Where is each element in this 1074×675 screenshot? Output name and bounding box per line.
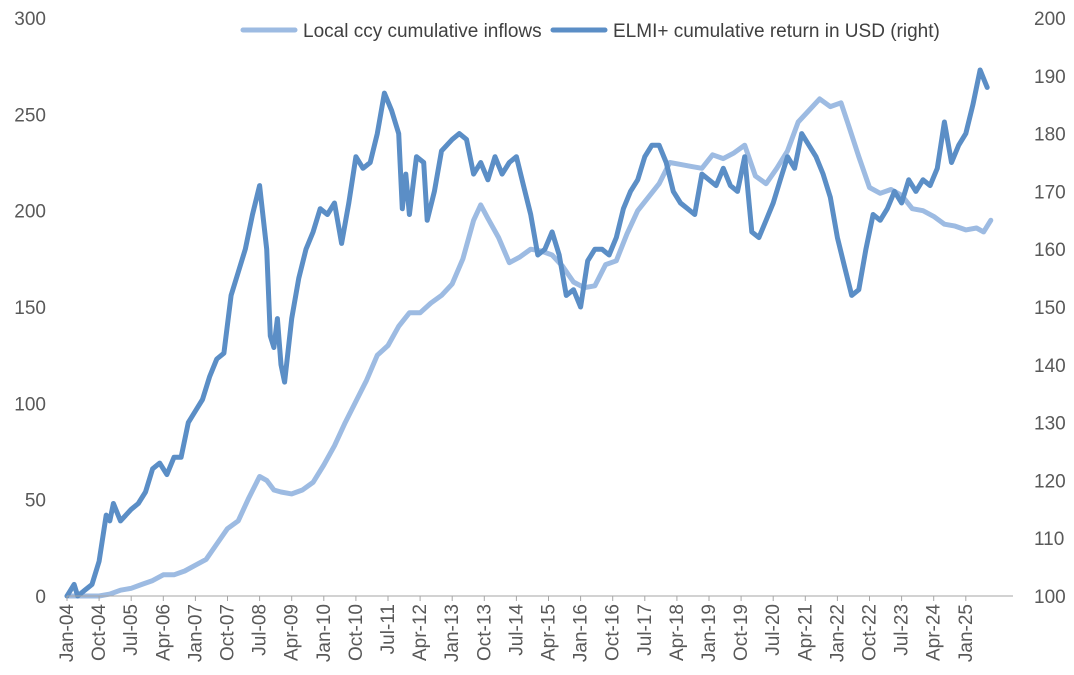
x-tick-label: Oct-22 <box>860 604 881 661</box>
x-tick-label: Jul-20 <box>763 604 784 656</box>
left-y-tick-label: 200 <box>14 202 46 223</box>
right-y-tick-label: 100 <box>1034 587 1066 608</box>
left-y-tick-label: 150 <box>14 298 46 319</box>
x-tick-label: Jan-07 <box>185 604 206 662</box>
x-tick-label: Oct-04 <box>89 604 110 661</box>
x-tick-label: Jan-25 <box>956 604 977 662</box>
x-axis: Jan-04 Oct-04 Jul-05 Apr-06 Jan-07 Oct-07 Jul-… <box>57 595 1013 663</box>
x-tick-label: Jul-08 <box>250 604 271 656</box>
x-tick-label: Oct-13 <box>474 604 495 661</box>
x-tick-label: Jul-11 <box>378 604 399 654</box>
right-y-tick-label: 190 <box>1034 67 1066 88</box>
right-y-tick-label: 150 <box>1034 298 1066 319</box>
right-y-tick-label: 170 <box>1034 182 1066 203</box>
left-y-tick-label: 100 <box>14 394 46 415</box>
x-tick-label: Apr-06 <box>153 604 174 661</box>
left-y-tick-label: 250 <box>14 105 46 126</box>
x-tick-label: Jul-23 <box>892 604 913 656</box>
legend-label: Local ccy cumulative inflows <box>303 21 542 42</box>
x-tick-label: Oct-07 <box>218 604 239 661</box>
x-tick-label: Oct-19 <box>731 604 752 661</box>
x-tick-label: Jan-22 <box>827 604 848 662</box>
x-tick-label: Oct-16 <box>603 604 624 661</box>
legend-label: ELMI+ cumulative return in USD (right) <box>613 21 940 42</box>
x-tick-label: Jan-04 <box>57 604 78 663</box>
right-y-axis: 100 110 120 130 140 150 160 170 180 190 200 <box>1034 9 1066 608</box>
right-y-tick-label: 160 <box>1034 240 1066 261</box>
x-tick-label: Apr-24 <box>924 604 945 661</box>
x-tick-label: Jan-13 <box>442 604 463 662</box>
left-y-axis: 0 50 100 150 200 250 300 <box>14 9 46 608</box>
x-tick-label: Jan-10 <box>314 604 335 662</box>
x-tick-label: Jul-17 <box>635 604 656 656</box>
series-line-local-ccy-inflows <box>64 96 994 599</box>
x-tick-label: Jan-19 <box>699 604 720 662</box>
x-tick-label: Oct-10 <box>346 604 367 661</box>
right-y-tick-label: 110 <box>1034 529 1064 550</box>
right-y-tick-label: 200 <box>1034 9 1066 30</box>
x-tick-label: Apr-18 <box>667 604 688 661</box>
x-tick-label: Jul-05 <box>121 604 142 656</box>
legend: Local ccy cumulative inflows ELMI+ cumula… <box>240 21 940 42</box>
left-y-tick-label: 300 <box>14 9 46 30</box>
x-tick-label: Apr-15 <box>539 604 560 661</box>
x-tick-label: Apr-09 <box>282 604 303 661</box>
x-tick-label: Jan-16 <box>571 604 592 662</box>
plot-area <box>64 67 994 599</box>
x-tick-label: Apr-12 <box>410 604 431 661</box>
left-y-tick-label: 0 <box>35 587 46 608</box>
right-y-tick-label: 140 <box>1034 356 1066 377</box>
x-tick-label: Apr-21 <box>795 604 816 661</box>
right-y-tick-label: 120 <box>1034 471 1066 492</box>
left-y-tick-label: 50 <box>25 491 46 512</box>
right-y-tick-label: 180 <box>1034 125 1066 146</box>
series-line-elmi-return <box>64 67 990 599</box>
right-y-tick-label: 130 <box>1034 414 1066 435</box>
x-tick-label: Jul-14 <box>506 604 527 656</box>
